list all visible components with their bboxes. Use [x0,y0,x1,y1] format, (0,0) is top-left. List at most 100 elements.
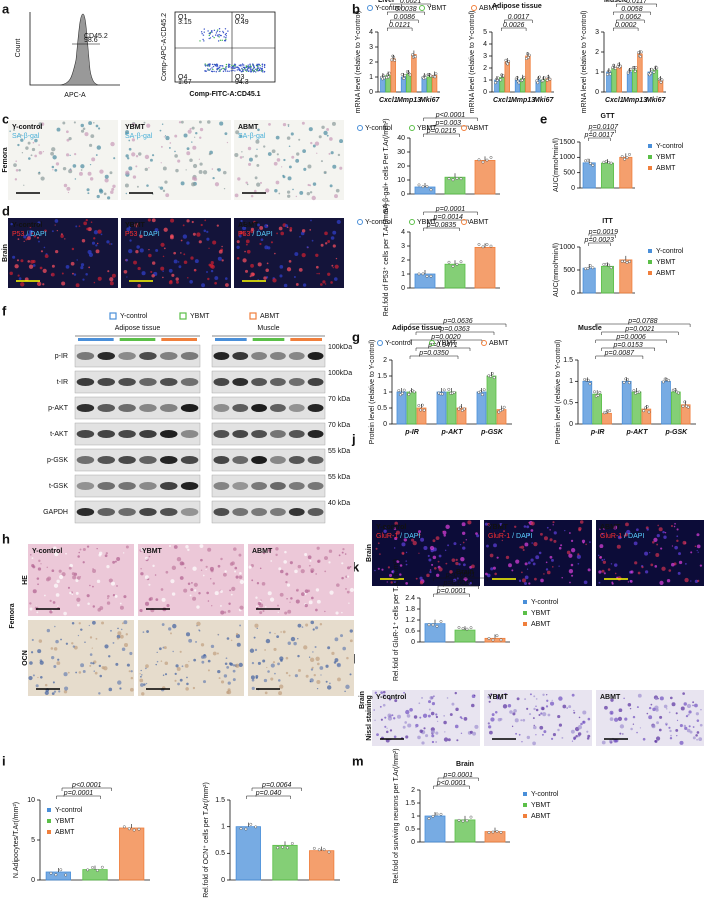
micrograph-texture [50,647,54,650]
blot-band [139,508,157,516]
legend-marker [648,144,652,148]
legend-marker [47,830,51,834]
micrograph-texture [239,605,244,610]
legend-marker [461,219,467,225]
micrograph-texture [207,669,210,672]
sig-bracket [590,234,616,238]
micrograph-texture [427,714,431,718]
micrograph-texture [310,668,314,671]
blot-row-label: p-GSK [47,457,68,464]
event [225,66,227,68]
micrograph-texture [493,543,497,548]
micrograph-texture [650,703,653,706]
micrograph-texture [566,550,571,555]
panel-letter: k [352,559,360,574]
micrograph-texture [518,733,521,736]
micrograph-texture [53,647,58,651]
micrograph-texture [120,628,123,631]
micrograph-texture [101,621,105,625]
micrograph-texture [393,527,397,530]
event [219,70,221,72]
micrograph-texture [306,191,311,196]
micrograph-texture [309,191,313,194]
micrograph-texture [341,562,344,565]
legend-marker [523,600,527,604]
data-dot [425,185,429,188]
micrograph-texture [52,601,56,604]
micrograph-texture [92,620,96,625]
data-dot [434,72,438,76]
micrograph-texture [155,248,159,252]
micrograph-texture [419,576,423,580]
data-dot [586,267,590,270]
blot-band [251,456,267,464]
micrograph-texture [92,662,95,665]
micrograph-texture [137,266,141,271]
blot-band [307,352,324,360]
micrograph-texture [406,714,411,718]
data-dot [412,390,416,394]
micrograph-texture [114,560,117,563]
micrograph-texture [287,609,292,614]
data-dot [462,407,466,411]
micrograph-texture [335,188,340,193]
image-label: YBMT [125,222,146,229]
micrograph-texture [637,571,641,575]
micrograph-texture [337,153,341,157]
sig-bracket [595,323,691,327]
micrograph-texture [690,580,692,582]
micrograph-texture [488,700,491,703]
micrograph-texture [529,693,532,696]
micrograph-texture [632,723,635,725]
image-side-label: Nissl staining [366,695,373,741]
micrograph-texture [169,142,172,144]
micrograph-texture [286,267,292,272]
sig-label: p=0.0350 [418,350,448,357]
micrograph-texture [475,532,478,535]
micrograph-texture [170,218,175,223]
micrograph-texture [552,524,554,526]
micrograph-texture [387,713,392,718]
micrograph-texture [28,675,33,681]
micrograph-texture [699,564,703,567]
micrograph-texture [623,697,625,700]
data-dot [286,846,289,850]
data-dot [628,260,631,263]
micrograph-texture [315,265,319,269]
event [247,70,250,72]
micrograph-texture [432,555,437,560]
micrograph-texture [232,678,236,682]
blot-band [97,430,115,438]
micrograph-texture [29,607,33,611]
blot-band [180,430,199,438]
micrograph-texture [465,539,467,541]
sig-bracket [409,323,507,327]
micrograph-texture [668,569,672,572]
micrograph-texture [200,655,205,659]
data-dot [132,828,136,832]
micrograph-texture [391,570,394,573]
micrograph-texture [374,691,377,694]
sig-label: p=0.0023 [584,237,614,244]
micrograph-texture [203,229,207,233]
data-dot [627,381,631,385]
gate-name: CD45.2 [84,33,108,40]
micrograph-texture [692,726,695,728]
micrograph-texture [309,184,312,187]
data-dot [249,822,253,826]
micrograph-texture [87,192,90,195]
micrograph-texture [332,266,335,269]
x-tick-label: p-AKT [626,429,649,436]
data-dot [455,176,459,180]
event [241,71,243,73]
bar [486,375,497,425]
y-tick-label: 2 [369,59,373,66]
micrograph-texture [334,658,339,662]
sig-bracket [433,785,470,789]
blot-band [160,430,178,438]
micrograph-texture [263,276,267,280]
micrograph-texture [561,577,563,579]
micrograph-texture [72,164,77,168]
micrograph-texture [183,133,188,138]
sig-label: p<0.0001 [436,780,466,787]
